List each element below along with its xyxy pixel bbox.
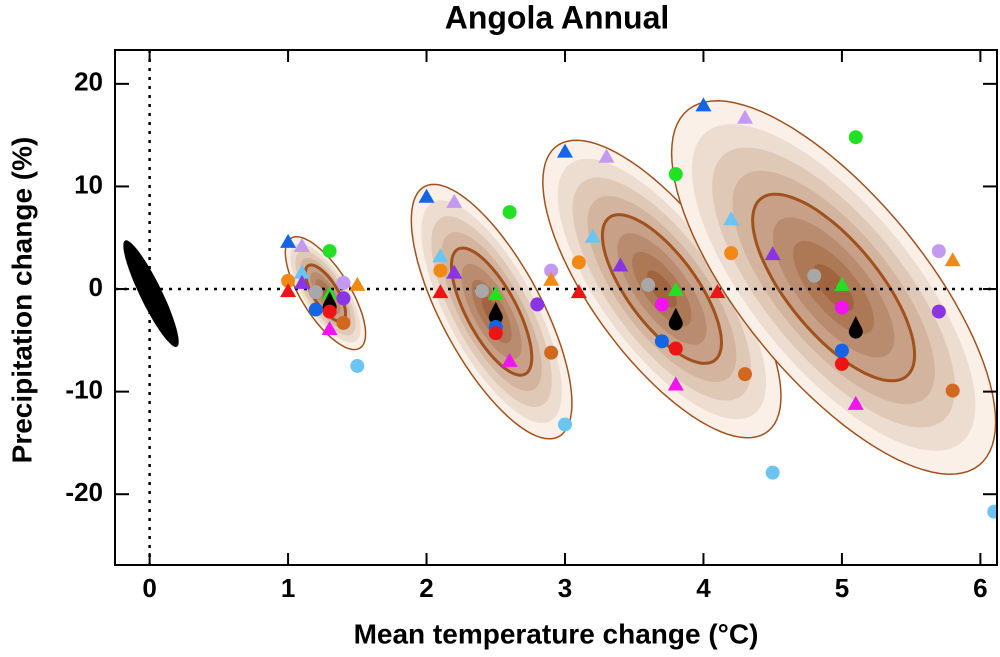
- point: [667, 376, 684, 391]
- point: [944, 252, 961, 267]
- point: [834, 300, 849, 315]
- point: [432, 284, 449, 299]
- y-tick-label: 10: [74, 169, 103, 199]
- point: [654, 297, 669, 312]
- point: [322, 244, 337, 259]
- point: [293, 264, 310, 279]
- y-tick-label: -10: [65, 374, 103, 404]
- y-tick-label: -20: [65, 477, 103, 507]
- point: [336, 315, 351, 330]
- y-tick-label: 0: [89, 272, 103, 302]
- x-tick-label: 2: [419, 573, 433, 603]
- density-band: [813, 264, 854, 311]
- point: [350, 358, 365, 373]
- point: [488, 326, 503, 341]
- outer-contour: [410, 183, 573, 440]
- point: [834, 356, 849, 371]
- point: [322, 304, 337, 319]
- point: [834, 343, 849, 358]
- point: [571, 255, 586, 270]
- point: [848, 316, 863, 339]
- point: [446, 264, 463, 279]
- point: [987, 504, 997, 519]
- point: [667, 282, 684, 297]
- point: [931, 304, 946, 319]
- point: [738, 367, 752, 382]
- point: [654, 334, 669, 349]
- x-tick-label: 6: [973, 573, 987, 603]
- x-axis-label: Mean temperature change (°C): [354, 618, 759, 649]
- plot-frame: [114, 49, 998, 566]
- point: [641, 277, 656, 292]
- point: [764, 246, 781, 261]
- point: [668, 167, 683, 182]
- x-tick-label: 3: [558, 573, 572, 603]
- point: [584, 228, 601, 243]
- outer-contour: [670, 100, 997, 475]
- point: [501, 352, 518, 367]
- point: [848, 130, 863, 145]
- point: [280, 283, 297, 298]
- point: [280, 233, 297, 248]
- point: [544, 263, 559, 278]
- point: [709, 284, 726, 299]
- point: [488, 301, 503, 325]
- plot-area: [115, 50, 997, 565]
- point: [724, 246, 739, 261]
- point: [723, 211, 740, 226]
- density-band: [647, 270, 677, 308]
- x-tick-label: 0: [142, 573, 156, 603]
- x-tick-label: 1: [281, 573, 295, 603]
- point: [737, 109, 753, 124]
- inner-contour: [751, 192, 917, 383]
- point: [349, 276, 366, 291]
- point: [418, 188, 435, 203]
- point: [293, 274, 310, 289]
- point: [432, 248, 449, 263]
- point: [668, 341, 683, 356]
- point: [336, 291, 351, 306]
- point: [695, 97, 712, 112]
- point: [570, 284, 587, 299]
- point: [945, 383, 960, 398]
- point: [847, 395, 864, 410]
- point: [308, 302, 323, 317]
- point: [530, 297, 545, 312]
- y-axis-label: Precipitation change (%): [6, 137, 37, 464]
- point: [336, 275, 351, 290]
- point: [446, 193, 463, 208]
- x-tick-label: 4: [696, 573, 711, 603]
- inner-contour: [450, 246, 534, 377]
- point: [543, 271, 560, 286]
- point: [487, 286, 504, 301]
- point: [544, 345, 559, 360]
- point: [293, 237, 310, 252]
- point: [598, 148, 615, 163]
- point: [612, 257, 629, 272]
- y-tick-label: 20: [74, 67, 103, 97]
- control-cloud: [123, 240, 179, 347]
- chart-title: Angola Annual: [445, 0, 670, 35]
- point: [668, 307, 683, 331]
- point: [558, 417, 572, 432]
- inner-contour: [600, 213, 724, 365]
- point: [474, 284, 489, 299]
- point: [502, 205, 517, 220]
- point: [765, 465, 780, 480]
- point: [807, 268, 822, 283]
- point: [833, 276, 850, 291]
- point: [557, 143, 573, 158]
- x-tick-label: 5: [835, 573, 849, 603]
- point: [308, 285, 323, 300]
- point: [281, 273, 296, 288]
- point: [321, 321, 338, 336]
- point: [433, 263, 448, 278]
- point: [931, 244, 946, 259]
